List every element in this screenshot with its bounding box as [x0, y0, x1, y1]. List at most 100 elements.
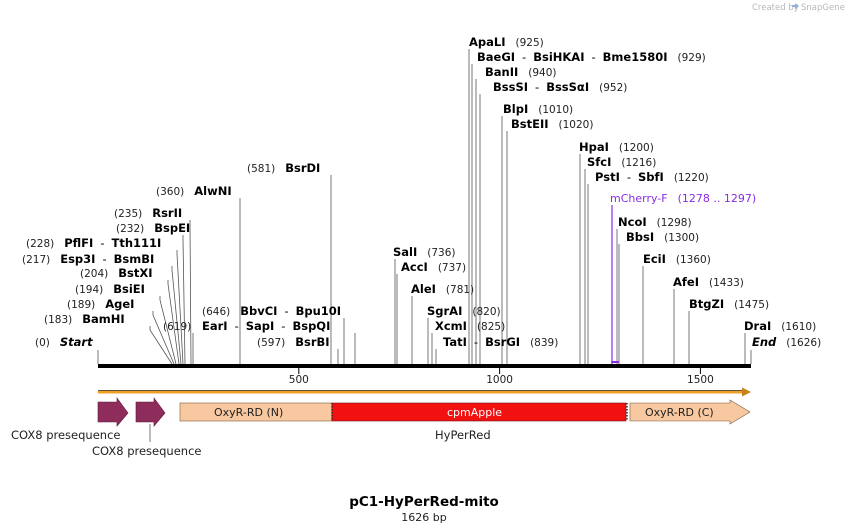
- site-name: BssSαI: [546, 80, 589, 94]
- site-position: (235): [114, 208, 142, 220]
- site-label: (597) BsrBI: [257, 335, 330, 349]
- site-position: (929): [677, 52, 705, 64]
- site-position: (925): [516, 37, 544, 49]
- site-label: SfcI (1216): [587, 155, 656, 169]
- site-position: (597): [257, 337, 285, 349]
- site-position: (952): [599, 82, 627, 94]
- site-label: NcoI (1298): [618, 215, 692, 229]
- site-name: PstI: [595, 170, 620, 184]
- leader-line: [171, 266, 182, 365]
- site-position: (646): [202, 306, 230, 318]
- site-name: Tth111I: [111, 236, 161, 250]
- site-name: SgrAI: [427, 304, 462, 318]
- site-name: DraI: [744, 319, 771, 333]
- site-name: BspEI: [154, 221, 190, 235]
- site-label: mCherry-F (1278 .. 1297): [610, 192, 756, 205]
- site-label: TatI - BsrGI (839): [443, 335, 558, 349]
- site-position: (581): [247, 163, 275, 175]
- site-label: BanII (940): [485, 65, 557, 79]
- tick-label: 1000: [486, 374, 513, 386]
- site-name: XcmI: [435, 319, 467, 333]
- backbone: 500 1000 1500: [98, 364, 751, 386]
- site-position: (737): [438, 262, 466, 274]
- site-name: BstEII: [511, 117, 549, 131]
- site-name: BsrGI: [485, 335, 520, 349]
- site-name: BaeGI: [477, 50, 515, 64]
- leader-line: [182, 235, 186, 365]
- site-name: RsrII: [152, 206, 182, 220]
- site-position: (940): [528, 67, 556, 79]
- site-position: (194): [75, 284, 103, 296]
- site-name: TatI: [443, 335, 467, 349]
- site-separator: -: [281, 319, 285, 333]
- site-position: (1200): [619, 142, 654, 154]
- site-separator: -: [627, 170, 631, 184]
- site-label: (0) Start: [35, 335, 93, 349]
- site-name: SbfI: [638, 170, 664, 184]
- site-separator: -: [535, 80, 539, 94]
- cpmapple-label: cpmApple: [447, 406, 502, 419]
- oxyr-rd-c-feature: [629, 399, 751, 425]
- brand-text: SnapGene: [801, 3, 845, 13]
- site-label: (217) Esp3I - BsmBI: [22, 252, 154, 266]
- site-label: (235) RsrII: [114, 206, 182, 220]
- site-name: SalI: [393, 245, 417, 259]
- site-name: BsmBI: [114, 252, 155, 266]
- site-label: (228) PflFI - Tth111I: [26, 236, 161, 250]
- site-name: (1278 .. 1297): [678, 192, 757, 205]
- site-label: (189) AgeI: [67, 297, 134, 311]
- cox8-label-1: COX8 presequence: [11, 428, 120, 442]
- leader-lines: [97, 49, 752, 365]
- site-position: (1475): [734, 299, 769, 311]
- site-name: BsiEI: [113, 282, 145, 296]
- site-name: NcoI: [618, 215, 647, 229]
- site-position: (1360): [676, 254, 711, 266]
- site-label: EciI (1360): [643, 252, 711, 266]
- scale-ticks: 500 1000 1500: [289, 368, 714, 386]
- site-position: (1220): [674, 172, 709, 184]
- site-position: (1020): [559, 119, 594, 131]
- site-label: (183) BamHI: [44, 312, 125, 326]
- site-label: BssSI - BssSαI (952): [493, 80, 627, 94]
- leader-line: [189, 220, 192, 365]
- cox8-feature-2: [135, 397, 166, 427]
- site-name: BlpI: [503, 102, 528, 116]
- site-position: (1300): [664, 232, 699, 244]
- site-name: BsiHKAI: [533, 50, 584, 64]
- features: COX8 presequence COX8 presequence OxyR-R…: [11, 397, 751, 458]
- site-position: (360): [156, 186, 184, 198]
- site-name: AlwNI: [194, 184, 231, 198]
- leader-line: [149, 326, 173, 365]
- site-position: (820): [472, 306, 500, 318]
- enzyme-labels: (0) Start (183) BamHI(189) AgeI(194) BsiEI (20…: [22, 35, 821, 349]
- site-label: (194) BsiEI: [75, 282, 145, 296]
- site-name: BspQI: [292, 319, 330, 333]
- site-separator: -: [235, 319, 239, 333]
- cox8-label-2: COX8 presequence: [92, 444, 201, 458]
- site-name: BssSI: [493, 80, 528, 94]
- site-name: BbsI: [626, 230, 654, 244]
- site-label: AccI (737): [401, 260, 466, 274]
- site-name: ApaLI: [469, 35, 506, 49]
- site-name: Bpu10I: [296, 304, 341, 318]
- site-position: (204): [80, 268, 108, 280]
- site-label: BtgZI (1475): [689, 297, 769, 311]
- tick-label: 500: [289, 374, 309, 386]
- site-position: (839): [530, 337, 558, 349]
- site-label: End (1626): [752, 335, 821, 349]
- site-separator: -: [284, 304, 288, 318]
- orf-outline: [98, 390, 742, 391]
- plasmid-size: 1626 bp: [401, 511, 446, 524]
- primer-binding-mark: [611, 361, 619, 363]
- tick-label: 1500: [687, 374, 714, 386]
- site-separator: -: [102, 252, 106, 266]
- site-name: Esp3I: [60, 252, 95, 266]
- site-position: (217): [22, 254, 50, 266]
- site-label: (581) BsrDI: [247, 161, 320, 175]
- site-position: (781): [446, 284, 474, 296]
- site-label: SalI (736): [393, 245, 456, 259]
- site-name: AfeI: [673, 275, 699, 289]
- site-label: SgrAI (820): [427, 304, 501, 318]
- site-position: (228): [26, 238, 54, 250]
